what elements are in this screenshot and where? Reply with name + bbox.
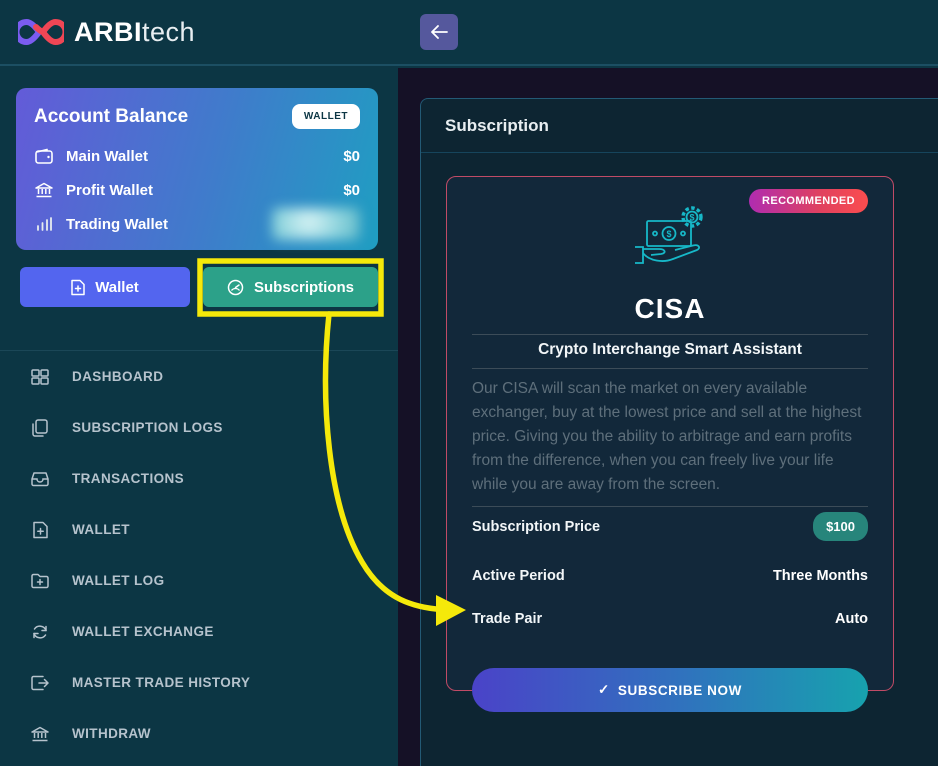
subscription-plan-card: RECOMMENDED $ $: [446, 176, 894, 712]
subscribe-now-label: SUBSCRIBE NOW: [617, 682, 742, 698]
plan-subtitle: Crypto Interchange Smart Assistant: [538, 341, 802, 358]
exchange-icon: [30, 623, 50, 641]
sidebar-item-label: MASTER TRADE HISTORY: [72, 675, 251, 690]
brand-name: ARBItech: [74, 17, 195, 48]
bank-icon: [34, 182, 54, 198]
bank-icon: [30, 726, 50, 742]
detail-label: Trade Pair: [472, 611, 543, 627]
detail-value: Auto: [834, 611, 868, 627]
sidebar-item-wallet-exchange[interactable]: WALLET EXCHANGE: [0, 606, 398, 657]
brand-logo: ARBItech: [0, 17, 398, 48]
sidebar-item-label: WALLET EXCHANGE: [72, 624, 214, 639]
inbox-icon: [30, 471, 50, 487]
sidebar-item-label: WALLET: [72, 522, 130, 537]
balance-row-value: $0: [343, 147, 360, 165]
sidebar-item-transactions[interactable]: TRANSACTIONS: [0, 453, 398, 504]
sidebar-item-label: WITHDRAW: [72, 726, 151, 741]
divider: [472, 334, 868, 335]
balance-row-profit-wallet: Profit Wallet $0: [34, 173, 360, 207]
check-icon: ✓: [598, 682, 610, 697]
plan-description: Our CISA will scan the market on every a…: [472, 380, 862, 493]
detail-label: Subscription Price: [472, 518, 601, 535]
bar-chart-icon: [34, 217, 54, 231]
account-balance-card: Account Balance WALLET Main Wallet $0 Pr…: [16, 88, 378, 250]
svg-text:$: $: [689, 213, 694, 223]
subscriptions-button-label: Subscriptions: [253, 278, 354, 296]
sidebar-item-master-trade-history[interactable]: MASTER TRADE HISTORY: [0, 657, 398, 708]
sidebar-item-dashboard[interactable]: DASHBOARD: [0, 351, 398, 402]
pages-icon: [30, 418, 50, 437]
balance-row-label: Trading Wallet: [66, 215, 168, 233]
sidebar-item-label: DASHBOARD: [72, 369, 164, 384]
gauge-icon: [227, 279, 244, 295]
account-balance-title: Account Balance: [34, 105, 189, 127]
hidden-balance-value: [272, 208, 360, 240]
subscription-panel: Subscription RECOMMENDED: [420, 98, 938, 766]
main-content: Subscription RECOMMENDED: [398, 68, 938, 766]
sidebar-nav: DASHBOARD SUBSCRIPTION LOGS TRANSACTIONS…: [0, 350, 398, 759]
sidebar: Account Balance WALLET Main Wallet $0 Pr…: [0, 68, 398, 766]
recommended-badge: RECOMMENDED: [748, 189, 868, 213]
divider: [472, 506, 868, 507]
cisa-plan-icon: $ $: [472, 205, 868, 271]
svg-text:$: $: [666, 229, 671, 239]
arrow-left-icon: [431, 25, 448, 39]
file-plus-icon: [71, 279, 85, 295]
plan-title: CISA: [634, 293, 706, 324]
balance-row-trading-wallet: Trading Wallet: [34, 207, 360, 241]
detail-row-trade-pair: Trade Pair Auto: [472, 611, 868, 627]
sidebar-item-label: TRANSACTIONS: [72, 471, 185, 486]
balance-row-label: Profit Wallet: [66, 181, 153, 199]
topbar: ARBItech: [0, 0, 938, 66]
balance-row-label: Main Wallet: [66, 147, 148, 165]
price-badge: $100: [813, 512, 868, 541]
brand-name-light: tech: [142, 16, 196, 47]
infinity-logo-icon: [18, 18, 64, 46]
sidebar-item-wallet-log[interactable]: WALLET LOG: [0, 555, 398, 606]
divider: [472, 368, 868, 369]
balance-row-main-wallet: Main Wallet $0: [34, 139, 360, 173]
export-icon: [30, 675, 50, 691]
sidebar-item-wallet[interactable]: WALLET: [0, 504, 398, 555]
wallet-button-label: Wallet: [95, 278, 139, 296]
brand-name-bold: ARBI: [74, 16, 142, 47]
detail-label: Active Period: [472, 568, 565, 584]
folder-plus-icon: [30, 573, 50, 589]
detail-row-price: Subscription Price $100: [472, 512, 868, 541]
detail-value: Three Months: [772, 568, 868, 584]
detail-row-active-period: Active Period Three Months: [472, 568, 868, 584]
subscriptions-button[interactable]: Subscriptions: [203, 267, 378, 307]
wallet-button[interactable]: Wallet: [20, 267, 190, 307]
back-button[interactable]: [420, 14, 458, 50]
file-plus-icon: [30, 521, 50, 539]
sidebar-item-subscription-logs[interactable]: SUBSCRIPTION LOGS: [0, 402, 398, 453]
sidebar-item-withdraw[interactable]: WITHDRAW: [0, 708, 398, 759]
wallet-badge[interactable]: WALLET: [291, 104, 360, 129]
wallet-icon: [34, 148, 54, 164]
dashboard-icon: [30, 368, 50, 385]
balance-row-value: $0: [343, 181, 360, 199]
sidebar-item-label: WALLET LOG: [72, 573, 165, 588]
subscribe-now-button[interactable]: ✓ SUBSCRIBE NOW: [472, 668, 868, 712]
panel-title: Subscription: [445, 115, 549, 135]
sidebar-item-label: SUBSCRIPTION LOGS: [72, 420, 223, 435]
